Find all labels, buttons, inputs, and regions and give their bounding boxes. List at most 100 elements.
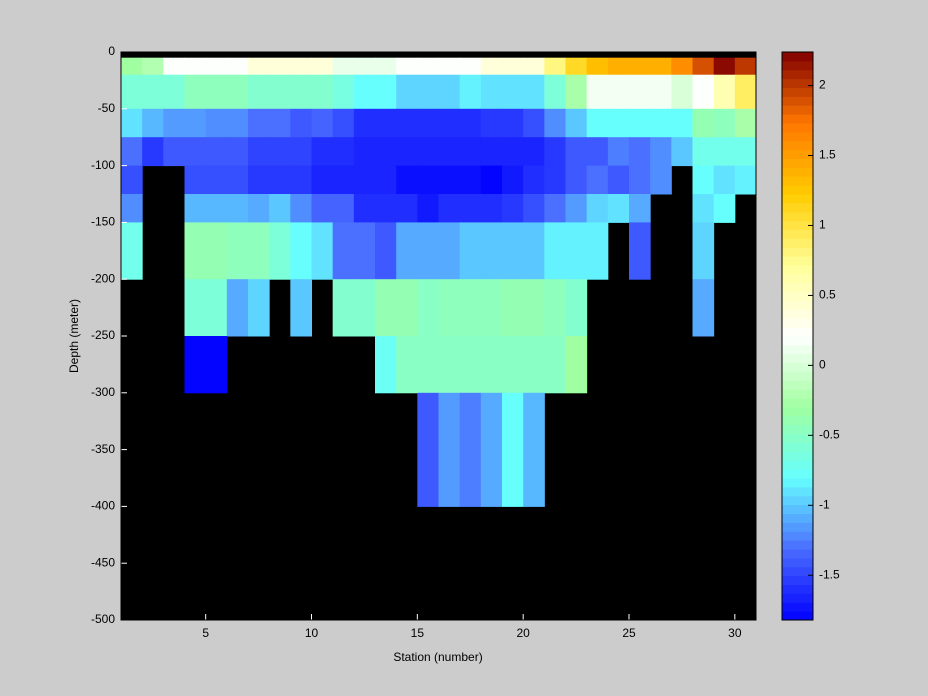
heat-cell: [332, 165, 355, 195]
colorbar-frame: [781, 51, 814, 621]
heat-cell: [311, 74, 334, 110]
x-tick-label: 5: [202, 626, 209, 640]
heat-cell: [226, 194, 249, 223]
plot-frame: [120, 51, 757, 621]
heat-cell: [459, 222, 482, 280]
heat-cell: [734, 108, 757, 138]
heat-cell: [205, 336, 228, 394]
colorbar-band: [782, 327, 813, 337]
heat-cell: [396, 222, 418, 280]
colorbar-band: [782, 602, 813, 612]
heat-cell: [396, 108, 418, 138]
colorbar-band: [782, 531, 813, 541]
heat-cell: [459, 336, 482, 394]
heat-cell: [734, 137, 757, 167]
heat-cell: [523, 74, 545, 110]
x-tick-label: 10: [305, 626, 319, 640]
heat-cell: [438, 57, 461, 76]
heat-cell: [480, 392, 503, 507]
y-tick-label: -150: [91, 215, 115, 229]
heat-cell: [417, 57, 439, 76]
heat-cell: [586, 194, 609, 223]
heat-cell: [480, 279, 503, 337]
colorbar-band: [782, 176, 813, 186]
heat-cell: [375, 108, 397, 138]
heat-cell: [375, 57, 397, 76]
heat-cell: [205, 222, 228, 280]
heat-cell: [438, 336, 461, 394]
heat-cell: [353, 222, 376, 280]
heat-cell: [692, 74, 715, 110]
heat-cell: [248, 137, 270, 167]
heat-cell: [375, 74, 397, 110]
heat-cell: [502, 392, 524, 507]
x-tick-label: 25: [622, 626, 636, 640]
heat-cell: [396, 194, 418, 223]
heat-cell: [311, 108, 334, 138]
heat-cell: [269, 222, 291, 280]
heat-cell: [480, 137, 503, 167]
heat-cell: [607, 165, 630, 195]
heat-cell: [502, 137, 524, 167]
heat-cell: [544, 336, 566, 394]
colorbar-tick-label: 1.5: [819, 148, 836, 162]
heat-cell: [269, 165, 291, 195]
colorbar-band: [782, 247, 813, 257]
colorbar-band: [782, 78, 813, 88]
y-tick-label: -350: [91, 442, 115, 456]
colorbar-band: [782, 114, 813, 124]
heat-cell: [396, 279, 418, 337]
heat-cell: [375, 165, 397, 195]
heat-cell: [332, 279, 355, 337]
heat-cell: [565, 74, 588, 110]
heat-cell: [121, 165, 143, 195]
heat-cell: [502, 194, 524, 223]
heat-cell: [184, 74, 207, 110]
heat-cell: [713, 74, 736, 110]
heat-cell: [502, 57, 524, 76]
heat-cell: [290, 279, 312, 337]
colorbar-band: [782, 309, 813, 319]
heat-cell: [184, 57, 207, 76]
colorbar-band: [782, 522, 813, 532]
heat-cell: [438, 137, 461, 167]
heat-cell: [734, 165, 757, 195]
heat-cell: [692, 194, 715, 223]
heat-cell: [184, 194, 207, 223]
colorbar-band: [782, 611, 813, 621]
colorbar-band: [782, 398, 813, 408]
heat-cell: [607, 108, 630, 138]
colorbar-band: [782, 469, 813, 479]
heat-cell: [438, 279, 461, 337]
heat-cell: [671, 137, 693, 167]
heat-cell: [353, 194, 376, 223]
heat-cell: [523, 222, 545, 280]
heat-cell: [396, 137, 418, 167]
heat-cell: [544, 57, 566, 76]
colorbar-band: [782, 344, 813, 355]
heat-cell: [184, 108, 207, 138]
heat-cell: [375, 279, 397, 337]
heat-cell: [290, 74, 312, 110]
heat-cell: [248, 222, 270, 280]
heat-cell: [523, 194, 545, 223]
heat-cell: [459, 194, 482, 223]
y-tick-label: -450: [91, 555, 115, 569]
heat-cell: [226, 137, 249, 167]
heat-cell: [248, 279, 270, 337]
heat-cell: [480, 336, 503, 394]
heat-cell: [396, 57, 418, 76]
x-tick-label: 30: [728, 626, 742, 640]
heat-cell: [226, 279, 249, 337]
heat-cell: [671, 74, 693, 110]
heat-cell: [226, 57, 249, 76]
heat-cell: [142, 137, 164, 167]
heat-cell: [565, 137, 588, 167]
heat-cell: [607, 137, 630, 167]
heat-cell: [269, 74, 291, 110]
heat-cell: [417, 74, 439, 110]
heat-cell: [692, 57, 715, 76]
colorbar-band: [782, 362, 813, 372]
heat-cell: [544, 137, 566, 167]
